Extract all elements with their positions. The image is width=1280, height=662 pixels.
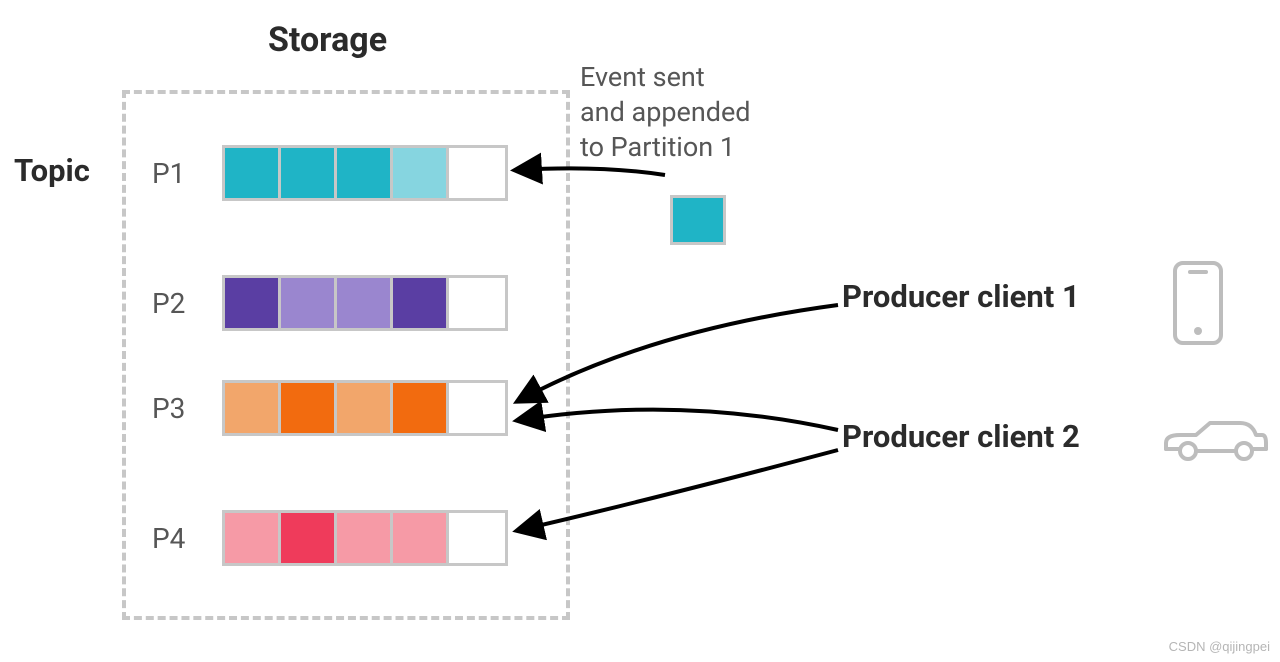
car-icon: [1160, 415, 1268, 463]
partition-cell: [449, 383, 505, 433]
partition-cell: [449, 278, 505, 328]
partition-cells: [222, 145, 508, 201]
partition-cell: [393, 513, 449, 563]
topic-label: Topic: [14, 152, 90, 189]
partition-cell: [337, 513, 393, 563]
partition-cell: [337, 383, 393, 433]
partition-cell: [225, 278, 281, 328]
partition-cell: [337, 278, 393, 328]
event-caption: Event sent and appended to Partition 1: [580, 60, 751, 165]
partition-cell: [225, 148, 281, 198]
event-caption-line: and appended: [580, 95, 751, 130]
partition-row: P1: [152, 145, 508, 201]
partition-cell: [393, 383, 449, 433]
partition-cells: [222, 380, 508, 436]
partition-row: P4: [152, 510, 508, 566]
partition-label: P1: [152, 157, 222, 190]
partition-cell: [225, 513, 281, 563]
partition-cell: [393, 148, 449, 198]
partition-label: P3: [152, 392, 222, 425]
partition-row: P3: [152, 380, 508, 436]
storage-title: Storage: [268, 20, 387, 60]
partition-cell: [281, 148, 337, 198]
partition-cell: [225, 383, 281, 433]
partition-row: P2: [152, 275, 508, 331]
phone-icon: [1172, 260, 1224, 346]
event-caption-line: Event sent: [580, 60, 751, 95]
producer1-label: Producer client 1: [842, 278, 1080, 315]
partition-cell: [393, 278, 449, 328]
partition-cell: [449, 148, 505, 198]
partition-cells: [222, 510, 508, 566]
partition-cell: [337, 148, 393, 198]
partition-cell: [281, 278, 337, 328]
partition-cell: [281, 513, 337, 563]
partition-cells: [222, 275, 508, 331]
partition-label: P4: [152, 522, 222, 555]
event-caption-line: to Partition 1: [580, 130, 751, 165]
partition-cell: [281, 383, 337, 433]
event-cell: [670, 195, 726, 245]
partition-label: P2: [152, 287, 222, 320]
producer2-label: Producer client 2: [842, 418, 1080, 455]
watermark: CSDN @qijingpei: [1169, 639, 1270, 654]
partition-cell: [449, 513, 505, 563]
